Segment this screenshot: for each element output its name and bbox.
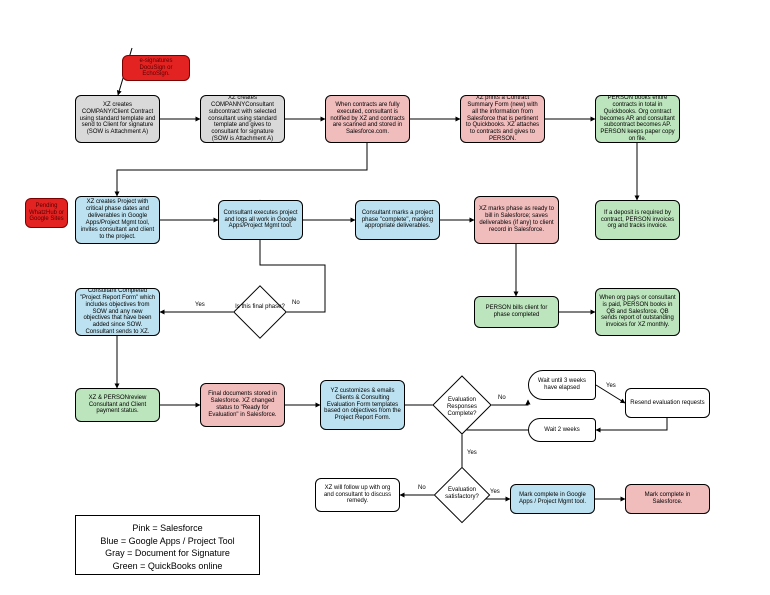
node-n9: XZ marks phase as ready to bill in Sales…: [474, 196, 559, 244]
node-label: Mark complete in Google Apps / Project M…: [514, 492, 591, 506]
edge-label-21: Yes: [467, 450, 477, 456]
node-n4: XZ prints a Contract Summary Form (new) …: [460, 95, 545, 143]
node-label: Pending WhatzHub or Google Sites: [29, 203, 64, 224]
edge-label-23: Yes: [490, 489, 500, 495]
edge-label-12: Yes: [195, 302, 205, 308]
annotation-a2: Pending WhatzHub or Google Sites: [25, 198, 68, 228]
legend-box: Pink = SalesforceBlue = Google Apps / Pr…: [75, 515, 260, 575]
edge-label-17: No: [498, 395, 506, 401]
edge-label-22: No: [418, 485, 426, 491]
legend-line-3: Green = QuickBooks online: [86, 560, 249, 573]
node-label: YZ customizes & emails Clients & Consult…: [324, 388, 401, 422]
edge-19: [596, 418, 667, 430]
node-n14: When org pays or consultant is paid, PER…: [595, 288, 680, 336]
legend-line-1: Blue = Google Apps / Project Tool: [86, 535, 249, 548]
node-n17: YZ customizes & emails Clients & Consult…: [320, 380, 405, 430]
legend-line-0: Pink = Salesforce: [86, 522, 249, 535]
edge-5: [117, 143, 367, 196]
node-n5: PERSON books entire contracts in total i…: [595, 95, 680, 143]
node-label: Consultant executes project and logs all…: [222, 210, 299, 231]
node-n16: Final documents stored in Salesforce. XZ…: [200, 383, 285, 427]
annotation-a1: e-signatures DocuSign or EchoSign.: [122, 55, 190, 81]
node-label: e-signatures DocuSign or EchoSign.: [126, 58, 186, 79]
node-label: Consultant marks a project phase "comple…: [359, 210, 436, 231]
node-label: Final documents stored in Salesforce. XZ…: [204, 391, 281, 419]
node-label: PERSON books entire contracts in total i…: [599, 95, 676, 143]
node-n6: XZ creates Project with critical phase d…: [75, 196, 160, 244]
node-label: XZ will follow up with org and consultan…: [319, 485, 396, 506]
node-label: XZ creates COMPANY/Client Contract using…: [79, 102, 156, 136]
node-label: XZ & PERSONreview Consultant and Client …: [79, 395, 156, 416]
node-n1: XZ creates COMPANY/Client Contract using…: [75, 95, 160, 143]
node-n24: Mark complete in Google Apps / Project M…: [510, 484, 595, 514]
diamond-d2: [432, 375, 491, 434]
node-n23: Resend evaluation requests: [625, 388, 710, 418]
node-n3: When contracts are fully executed, consu…: [325, 95, 410, 143]
node-label: XZ creates Project with critical phase d…: [79, 199, 156, 240]
node-n25: Mark complete in Salesforce.: [625, 484, 710, 514]
node-label: Mark complete in Salesforce.: [629, 492, 706, 506]
edge-label-11: No: [292, 300, 300, 306]
node-n22: Wait 2 weeks: [528, 418, 596, 442]
diamond-d1: [233, 285, 287, 339]
node-n10: If a deposit is required by contract, PE…: [595, 200, 680, 240]
flowchart-canvas: Pink = SalesforceBlue = Google Apps / Pr…: [0, 0, 770, 595]
node-label: PERSON bills client for phase completed: [478, 305, 555, 319]
node-label: Resend evaluation requests: [630, 400, 704, 407]
node-label: XZ marks phase as ready to bill in Sales…: [478, 206, 555, 234]
node-n21: Wait until 3 weeks have elapsed: [528, 370, 596, 400]
edge-label-18: Yes: [606, 383, 616, 389]
node-label: Wait until 3 weeks have elapsed: [532, 378, 592, 392]
node-label: Consultant Completed "Project Report For…: [79, 288, 156, 336]
node-n13: PERSON bills client for phase completed: [474, 296, 559, 328]
node-label: XZ prints a Contract Summary Form (new) …: [464, 95, 541, 143]
node-label: Wait 2 weeks: [544, 427, 579, 434]
node-n7: Consultant executes project and logs all…: [218, 200, 303, 240]
node-n20: XZ will follow up with org and consultan…: [315, 478, 400, 512]
legend-line-2: Gray = Document for Signature: [86, 547, 249, 560]
node-n8: Consultant marks a project phase "comple…: [355, 200, 440, 240]
diamond-d3: [434, 467, 491, 524]
node-n15: XZ & PERSONreview Consultant and Client …: [75, 388, 160, 422]
node-label: When org pays or consultant is paid, PER…: [599, 295, 676, 329]
node-label: If a deposit is required by contract, PE…: [599, 210, 676, 231]
node-label: XZ creates COMPANNYConsultant subcontrac…: [204, 95, 281, 143]
node-n2: XZ creates COMPANNYConsultant subcontrac…: [200, 95, 285, 143]
node-n11: Consultant Completed "Project Report For…: [75, 288, 160, 336]
edge-18: [596, 385, 625, 403]
node-label: When contracts are fully executed, consu…: [329, 102, 406, 136]
edge-20: [462, 426, 528, 430]
